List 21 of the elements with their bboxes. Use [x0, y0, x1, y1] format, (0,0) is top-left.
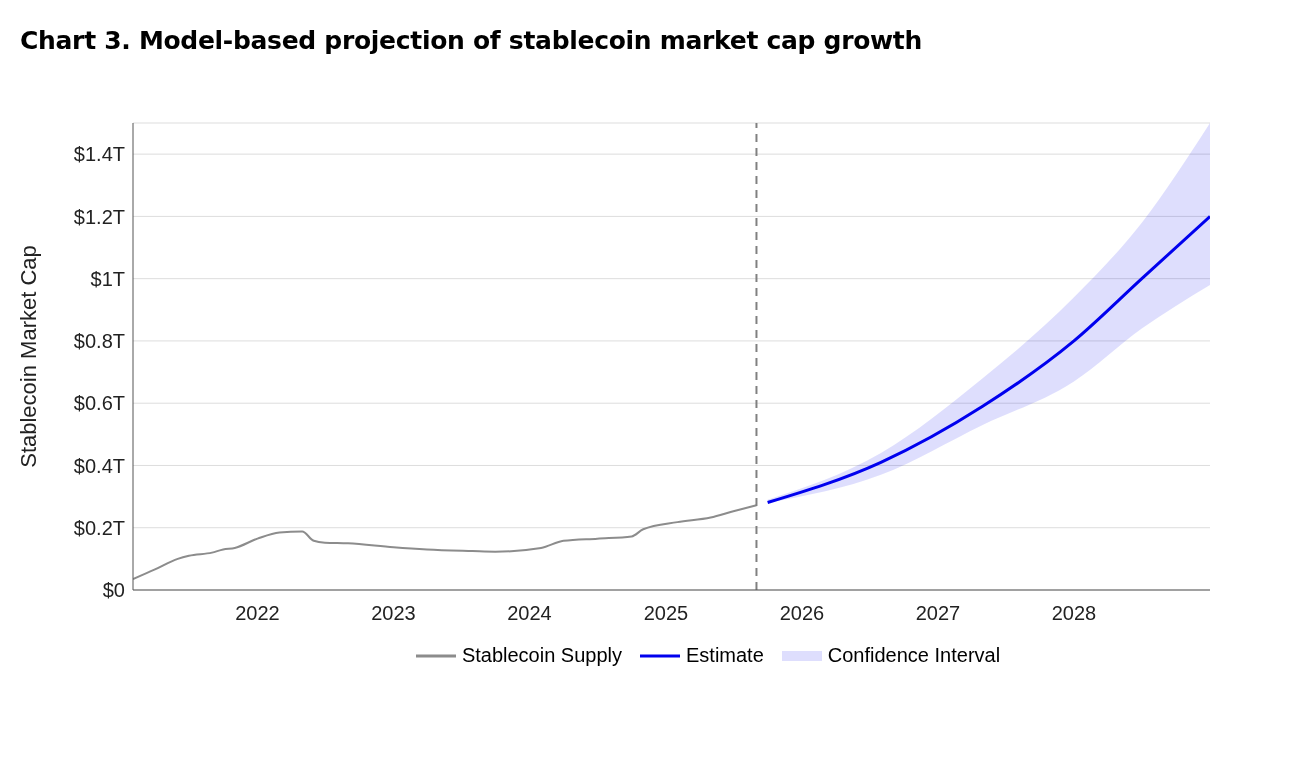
y-tick-label: $1T: [90, 267, 125, 290]
y-tick-label: $0: [102, 579, 125, 602]
y-tick-label: $0.4T: [73, 454, 125, 477]
x-tick-label: 2024: [507, 602, 552, 625]
y-axis-title: Stablecoin Market Cap: [15, 245, 41, 468]
x-tick-label: 2026: [779, 602, 825, 625]
y-tick-label: $1.4T: [73, 143, 125, 166]
x-tick-label: 2025: [643, 602, 689, 625]
x-tick-label: 2022: [235, 602, 280, 625]
line-series: [766, 214, 1210, 505]
y-tick-label: $0.2T: [73, 516, 125, 539]
x-tick-label: 2023: [371, 602, 416, 625]
y-tick-label: $1.2T: [73, 205, 125, 228]
x-tick-label: 2027: [915, 602, 961, 625]
text: Confidence Interval: [827, 644, 1001, 667]
x-tick-label: 2028: [1051, 602, 1097, 625]
legend-label: Estimate: [685, 644, 764, 667]
y-tick-label: $0.8T: [73, 330, 125, 353]
y-tick-label: $0.6T: [73, 392, 125, 415]
legend-label: Stablecoin Supply: [461, 644, 622, 667]
chart-title: Chart 3. Model-based projection of stablecoin market cap growth: [19, 25, 923, 55]
